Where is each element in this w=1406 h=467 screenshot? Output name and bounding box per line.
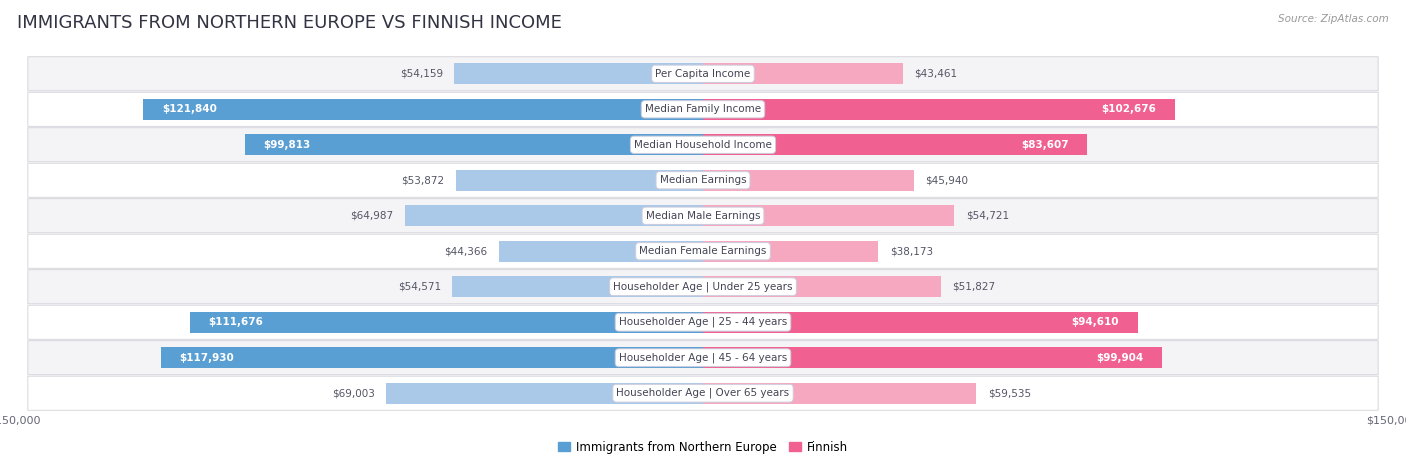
Text: $69,003: $69,003: [332, 388, 374, 398]
Bar: [190, 312, 703, 333]
Bar: [143, 99, 703, 120]
Text: $54,159: $54,159: [399, 69, 443, 79]
Bar: [703, 134, 1087, 155]
Text: $83,607: $83,607: [1021, 140, 1069, 150]
Bar: [454, 64, 703, 84]
Text: $54,571: $54,571: [398, 282, 441, 292]
FancyBboxPatch shape: [28, 128, 1378, 162]
Text: $38,173: $38,173: [890, 246, 934, 256]
Bar: [162, 347, 703, 368]
Legend: Immigrants from Northern Europe, Finnish: Immigrants from Northern Europe, Finnish: [554, 436, 852, 458]
Text: $51,827: $51,827: [952, 282, 995, 292]
Bar: [703, 383, 976, 403]
Bar: [456, 170, 703, 191]
Bar: [453, 276, 703, 297]
Text: $44,366: $44,366: [444, 246, 488, 256]
Text: Median Earnings: Median Earnings: [659, 175, 747, 185]
Text: Median Household Income: Median Household Income: [634, 140, 772, 150]
Bar: [499, 241, 703, 262]
Bar: [703, 312, 1137, 333]
Text: Source: ZipAtlas.com: Source: ZipAtlas.com: [1278, 14, 1389, 24]
FancyBboxPatch shape: [28, 92, 1378, 126]
FancyBboxPatch shape: [28, 163, 1378, 197]
Text: $111,676: $111,676: [208, 317, 263, 327]
Text: Householder Age | Under 25 years: Householder Age | Under 25 years: [613, 282, 793, 292]
FancyBboxPatch shape: [28, 305, 1378, 339]
Text: $43,461: $43,461: [914, 69, 957, 79]
Text: $102,676: $102,676: [1101, 104, 1156, 114]
FancyBboxPatch shape: [28, 199, 1378, 233]
Text: Householder Age | 45 - 64 years: Householder Age | 45 - 64 years: [619, 353, 787, 363]
Text: $117,930: $117,930: [180, 353, 235, 363]
Text: $121,840: $121,840: [162, 104, 217, 114]
FancyBboxPatch shape: [28, 270, 1378, 304]
Text: $53,872: $53,872: [401, 175, 444, 185]
Text: $59,535: $59,535: [988, 388, 1031, 398]
Bar: [703, 64, 903, 84]
Text: Median Family Income: Median Family Income: [645, 104, 761, 114]
Bar: [703, 276, 941, 297]
Bar: [703, 241, 879, 262]
Text: Householder Age | 25 - 44 years: Householder Age | 25 - 44 years: [619, 317, 787, 327]
Text: $45,940: $45,940: [925, 175, 969, 185]
FancyBboxPatch shape: [28, 341, 1378, 375]
Bar: [245, 134, 703, 155]
Text: $64,987: $64,987: [350, 211, 394, 221]
Text: $99,904: $99,904: [1097, 353, 1143, 363]
Text: IMMIGRANTS FROM NORTHERN EUROPE VS FINNISH INCOME: IMMIGRANTS FROM NORTHERN EUROPE VS FINNI…: [17, 14, 562, 32]
Bar: [703, 170, 914, 191]
FancyBboxPatch shape: [28, 234, 1378, 268]
Bar: [703, 205, 955, 226]
Bar: [405, 205, 703, 226]
Text: Per Capita Income: Per Capita Income: [655, 69, 751, 79]
Text: $94,610: $94,610: [1071, 317, 1119, 327]
Bar: [703, 347, 1161, 368]
Text: $54,721: $54,721: [966, 211, 1010, 221]
Text: Median Male Earnings: Median Male Earnings: [645, 211, 761, 221]
Text: $99,813: $99,813: [263, 140, 311, 150]
Bar: [703, 99, 1174, 120]
FancyBboxPatch shape: [28, 57, 1378, 91]
Bar: [387, 383, 703, 403]
Text: Median Female Earnings: Median Female Earnings: [640, 246, 766, 256]
FancyBboxPatch shape: [28, 376, 1378, 410]
Text: Householder Age | Over 65 years: Householder Age | Over 65 years: [616, 388, 790, 398]
